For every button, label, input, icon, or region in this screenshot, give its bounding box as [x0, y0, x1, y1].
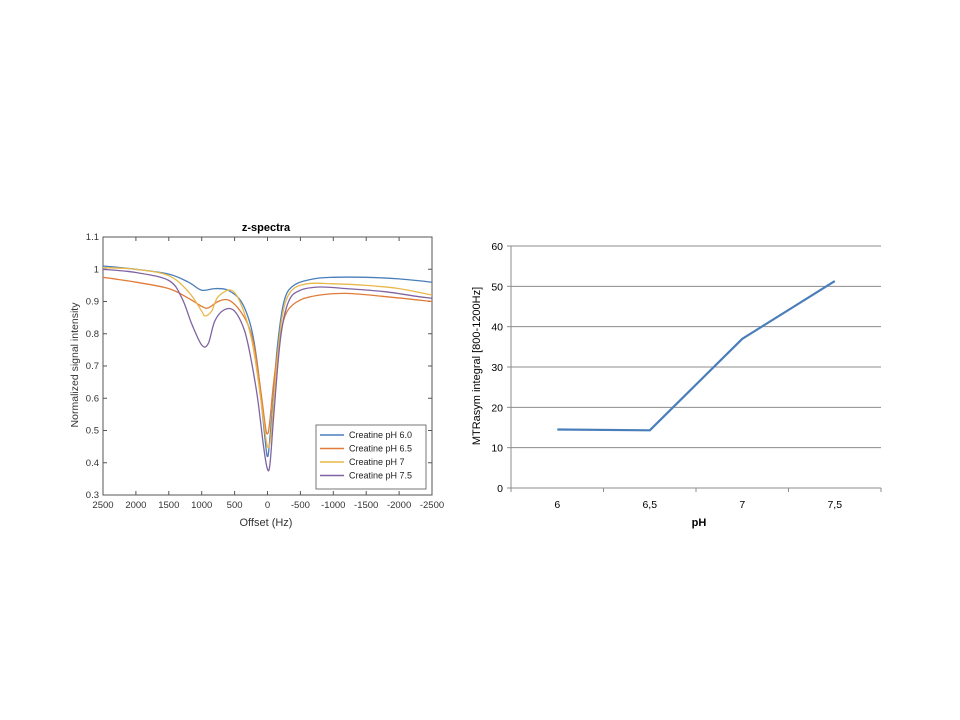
legend-entry: Creatine pH 7.5 — [349, 471, 412, 481]
y-tick-label: 0.9 — [86, 297, 99, 308]
x-tick-label: 2500 — [92, 500, 113, 511]
x-tick-label: 1500 — [158, 500, 179, 511]
x-axis-label: pH — [692, 517, 707, 529]
y-tick-label: 0.5 — [86, 426, 99, 437]
series-line — [102, 268, 433, 472]
x-tick-label: 0 — [265, 500, 270, 511]
y-axis-label: Normalized signal intensity — [69, 302, 81, 428]
x-tick-label: 7,5 — [827, 499, 842, 511]
y-tick-label: 0.8 — [86, 329, 99, 340]
x-tick-label: -500 — [291, 500, 310, 511]
y-tick-label: 30 — [491, 362, 503, 374]
plot-area: 0 10 20 30 40 50 60 6 6,5 7 7,5 — [491, 241, 882, 511]
y-tick-label: 60 — [491, 241, 503, 253]
chart-title: z-spectra — [242, 222, 291, 234]
series-line — [102, 276, 433, 435]
y-tick-label: 0.7 — [86, 361, 99, 372]
y-tick-label: 10 — [491, 443, 503, 455]
series-line — [557, 280, 836, 432]
z-spectra-chart: z-spectra Offset (Hz) Normalized signal … — [69, 222, 444, 529]
legend-entry: Creatine pH 7 — [349, 457, 405, 467]
x-tick-label: 2000 — [125, 500, 146, 511]
x-tick-label: 7 — [739, 499, 745, 511]
y-tick-label: 0.6 — [86, 393, 99, 404]
plot-area: 2500 2000 1500 1000 500 0 -500 -1000 -1500 -2000-… — [86, 232, 444, 511]
y-tick-label: 40 — [491, 322, 503, 334]
x-tick-label: 1000 — [191, 500, 212, 511]
y-tick-label: 0.3 — [86, 490, 99, 501]
legend-entry: Creatine pH 6.0 — [349, 430, 412, 440]
y-tick-label: 20 — [491, 402, 503, 414]
x-tick-label: 6,5 — [642, 499, 657, 511]
x-tick-label: -2500 — [420, 500, 444, 511]
mtrasym-chart: pH MTRasym integral [800-1200Hz] 0 10 20 30… — [471, 241, 882, 529]
y-tick-label: 0 — [497, 483, 503, 495]
x-tick-label: 500 — [227, 500, 243, 511]
y-axis-label: MTRasym integral [800-1200Hz] — [471, 287, 483, 445]
x-tick-label: -1000 — [321, 500, 345, 511]
series-line — [102, 265, 433, 458]
legend-entry: Creatine pH 6.5 — [349, 444, 412, 454]
x-axis-label: Offset (Hz) — [240, 517, 293, 529]
y-tick-label: 1 — [94, 264, 99, 275]
x-tick-label: 6 — [554, 499, 560, 511]
y-tick-label: 1.1 — [86, 232, 99, 243]
series-line — [102, 266, 433, 449]
y-tick-label: 50 — [491, 281, 503, 293]
y-tick-label: 0.4 — [86, 458, 99, 469]
x-tick-label: -1500 — [354, 500, 378, 511]
x-tick-label: -2000 — [387, 500, 411, 511]
